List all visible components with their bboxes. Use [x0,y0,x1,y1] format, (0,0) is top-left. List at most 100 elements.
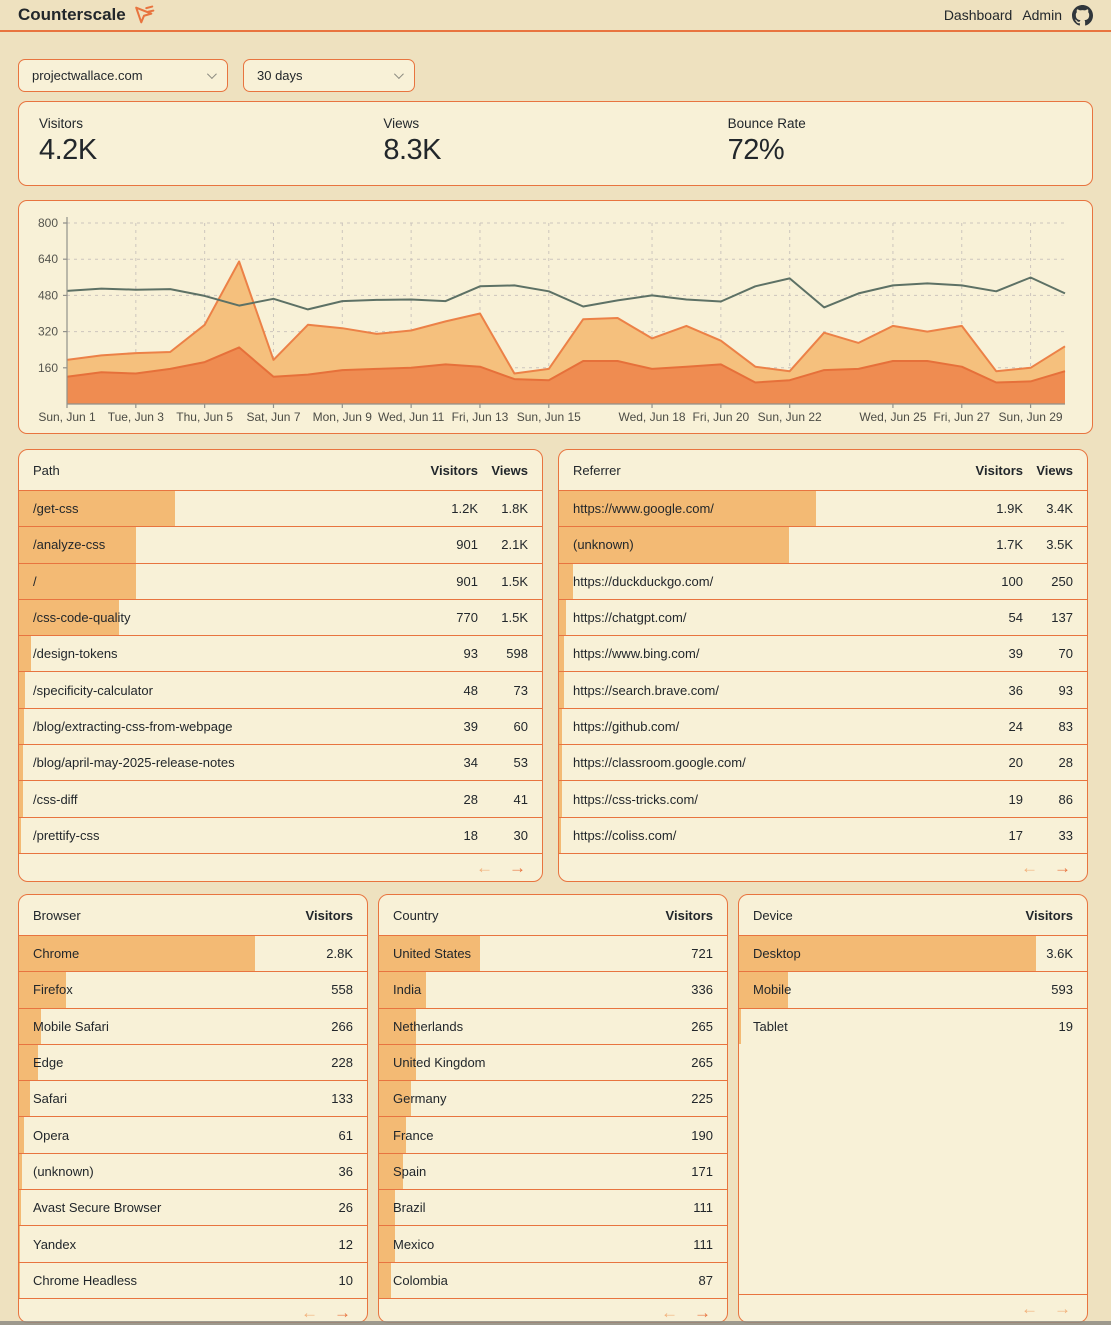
row-value: 39 [463,718,478,734]
referrer-column-header: Referrer [573,462,621,478]
row-value: 28 [1058,755,1073,771]
pagination: ← → [19,853,542,881]
row-bar [379,1190,395,1226]
row-value: 1.7K [996,537,1023,553]
range-select[interactable]: 30 days [243,59,415,92]
table-row: France 190 [379,1116,727,1153]
row-bar [559,745,562,781]
row-label: (unknown) [33,1163,94,1179]
stat-value: 4.2K [39,134,97,166]
row-value: 61 [338,1127,353,1143]
row-value: 54 [1008,610,1023,626]
row-bar [19,1190,22,1226]
row-bar [19,563,136,599]
x-tick-label: Fri, Jun 20 [693,410,750,424]
table-row: /css-diff 28 41 [19,780,542,817]
row-value: 901 [456,537,478,553]
pagination-prev-arrow: ← [301,1302,318,1322]
traffic-chart-card: 160 320 480 640 800 Sun, Jun 1 Tue, Jun 3 Thu, … [18,200,1093,434]
y-tick-label: 800 [38,216,58,230]
row-bar [19,817,22,853]
x-tick-label: Wed, Jun 18 [618,410,685,424]
nav-admin[interactable]: Admin [1022,7,1062,23]
table-header: Browser Visitors [19,895,367,935]
table-header: Device Visitors [739,895,1087,935]
row-bar [19,1262,20,1298]
views-column-header: Views [1036,462,1073,478]
row-value: 60 [513,718,528,734]
row-bar [19,1153,23,1190]
pagination-next-arrow[interactable]: → [334,1302,351,1322]
table-row: Desktop 3.6K [739,935,1087,972]
table-row: Spain 171 [379,1152,727,1190]
row-value: 20 [1008,755,1023,771]
row-value: 36 [1008,682,1023,698]
stat-value: 8.3K [383,134,441,166]
views-column-header: Views [491,462,528,478]
stat-label: Bounce Rate [727,116,806,131]
row-bar [559,599,567,636]
pagination: ← → [379,1297,727,1322]
row-value: 336 [691,982,713,998]
row-label: Tablet [753,1018,788,1034]
row-label: https://search.brave.com/ [573,682,719,698]
row-label: Desktop [753,946,801,962]
row-label: / [33,573,37,589]
row-bar [559,527,789,563]
table-row: United States 721 [379,935,727,972]
views-area [67,261,1065,404]
pagination-next-arrow[interactable]: → [1054,858,1071,877]
row-label: Colombia [393,1272,448,1288]
visitors-column-header: Visitors [305,907,353,923]
visitors-column-header: Visitors [665,907,713,923]
path-column-header: Path [33,462,60,478]
visitors-column-header: Visitors [430,462,478,478]
row-value: 10 [338,1272,353,1288]
row-value: 171 [691,1163,713,1179]
row-label: https://coliss.com/ [573,827,677,843]
row-value: 266 [331,1018,353,1034]
row-value: 100 [1001,573,1023,589]
github-icon[interactable] [1072,4,1093,26]
nav-dashboard[interactable]: Dashboard [943,7,1013,23]
row-bar [19,745,24,781]
row-label: Mexico [393,1236,435,1252]
table-row: https://coliss.com/17 33 [559,816,1087,853]
table-row: /css-code-quality 770 1.5K [19,598,542,636]
x-tick-label: Sun, Jun 22 [758,410,822,424]
pagination-next-arrow[interactable]: → [694,1302,711,1322]
row-label: https://duckduckgo.com/ [573,573,714,589]
pagination-next-arrow[interactable]: → [509,858,526,877]
table-panel-path: Path Visitors Views/get-css 1.2K 1.8K/analyz… [18,449,543,882]
table-row: Mobile 593 [739,971,1087,1008]
table-row: Yandex 12 [19,1225,367,1262]
pagination-prev-arrow: ← [1021,1299,1038,1318]
brand: Counterscale [18,4,155,26]
chevron-down-icon [206,69,217,80]
visitors-area [67,347,1065,404]
table-row: Edge 228 [19,1043,367,1081]
row-value: 39 [1008,646,1023,662]
row-bar [379,1153,403,1190]
row-label: Mobile Safari [33,1018,109,1034]
row-bar [559,491,816,527]
row-value: 18 [463,827,478,843]
row-label: United States [393,946,472,962]
row-value: 36 [338,1163,353,1179]
row-bar [379,1262,392,1298]
row-value: 86 [1058,791,1073,807]
x-tick-label: Fri, Jun 13 [452,410,509,424]
x-tick-label: Wed, Jun 11 [378,410,445,424]
table-row: Tablet 19 [739,1007,1087,1044]
x-tick-label: Sun, Jun 29 [999,410,1063,424]
row-label: India [393,982,422,998]
site-select[interactable]: projectwallace.com [18,59,228,92]
x-tick-label: Sat, Jun 7 [246,410,300,424]
table-panel-browser: Browser Visitors Chrome 2.8K Firefox 558 Mobil… [18,894,368,1323]
row-bar [559,672,564,708]
table-row: Avast Secure Browser 26 [19,1189,367,1226]
row-label: https://www.google.com/ [573,501,714,517]
row-label: /css-code-quality [33,610,131,626]
row-bar [379,1081,411,1117]
x-tick-label: Sun, Jun 15 [517,410,581,424]
